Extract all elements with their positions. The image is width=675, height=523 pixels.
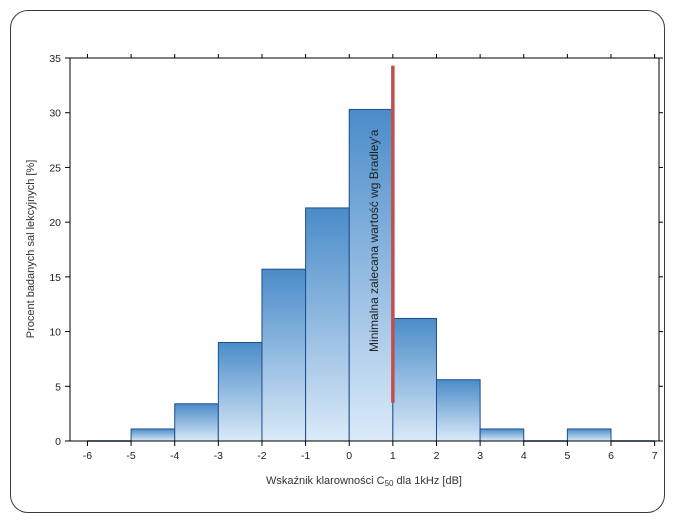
reference-line-label: Minimalna zalecana wartość wg Bradley'a (367, 129, 381, 352)
x-tick-label: 5 (564, 450, 570, 462)
x-tick-label: -2 (257, 450, 266, 462)
y-tick-label: 25 (49, 162, 61, 174)
y-tick-label: 30 (49, 108, 61, 120)
y-tick-label: 20 (49, 217, 61, 229)
x-tick-label: 0 (346, 450, 352, 462)
x-tick-label: 2 (434, 450, 440, 462)
x-tick-label: 7 (652, 450, 658, 462)
x-tick-label: 3 (477, 450, 483, 462)
histogram-bar (479, 428, 525, 442)
y-tick-label: 5 (55, 381, 61, 393)
x-tick-label: -4 (170, 450, 179, 462)
x-tick-label: 1 (390, 450, 396, 462)
x-tick-label: -1 (301, 450, 310, 462)
histogram-bar (217, 342, 263, 442)
histogram-bar (435, 379, 481, 442)
x-axis-label: Wskaźnik klarowności C50 dla 1kHz [dB] (266, 475, 462, 488)
y-tick-label: 35 (49, 53, 61, 65)
y-tick-label: 10 (49, 327, 61, 339)
x-tick-label: 6 (608, 450, 614, 462)
histogram-bar (392, 317, 437, 442)
histogram-bar (348, 108, 394, 442)
histogram-bar (305, 207, 350, 442)
y-tick-label: 0 (55, 436, 61, 448)
histogram-bar (130, 428, 176, 442)
histogram-bar (174, 403, 219, 442)
x-tick-label: 4 (521, 450, 527, 462)
histogram-bar (566, 428, 612, 442)
x-tick-label: -6 (83, 450, 92, 462)
histogram-bar (261, 268, 307, 442)
x-tick-label: -3 (214, 450, 223, 462)
y-tick-label: 15 (49, 272, 61, 284)
y-axis-label: Procent badanych sal lekcyjnych [%] (25, 160, 37, 339)
plot-area-border (69, 57, 660, 442)
x-tick-label: -5 (126, 450, 135, 462)
